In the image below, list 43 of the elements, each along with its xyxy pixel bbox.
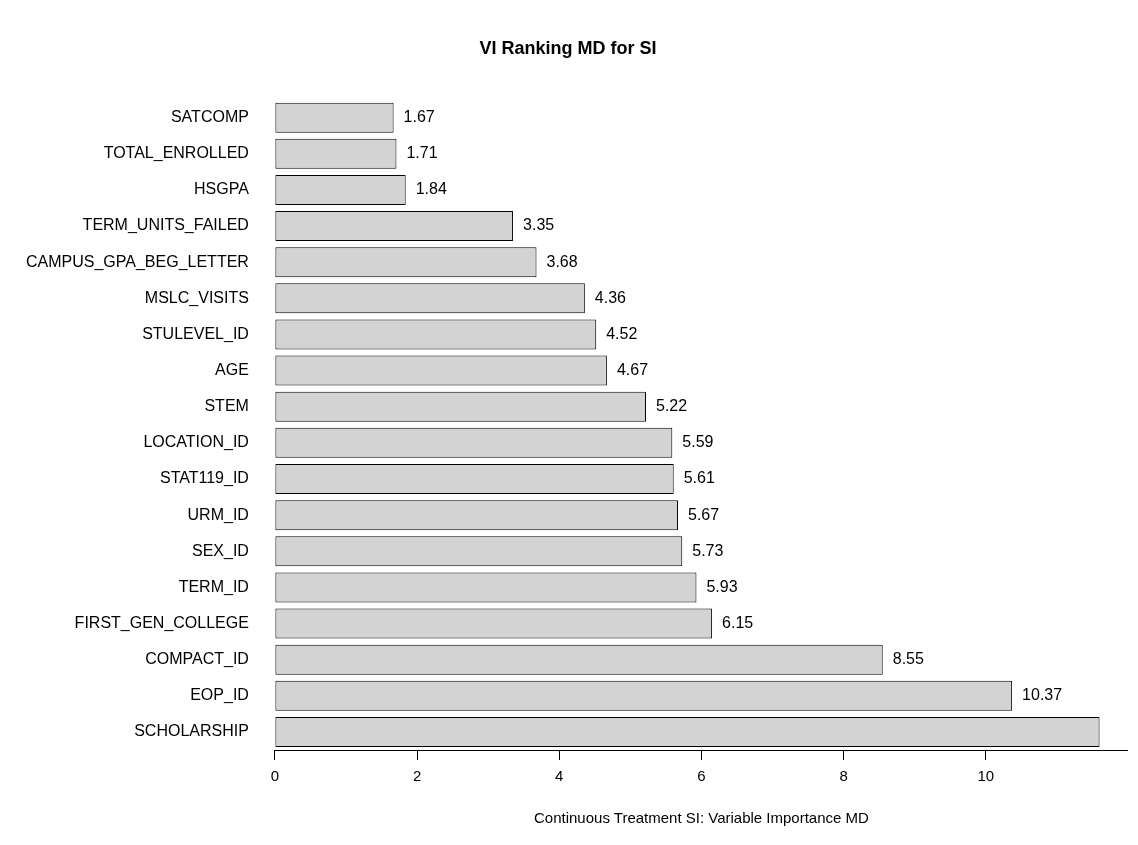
data-label: 5.22 — [655, 397, 688, 415]
data-label: 3.68 — [546, 252, 578, 270]
data-label: 5.73 — [692, 541, 724, 559]
y-tick-label: SEX_ID — [191, 541, 249, 560]
y-tick-label: MSLC_VISITS — [144, 288, 249, 307]
x-tick-label: 6 — [697, 767, 706, 785]
data-label: 4.36 — [594, 288, 627, 306]
y-tick-label: HSGPA — [194, 180, 250, 198]
y-tick-label: SATCOMP — [170, 108, 249, 126]
data-label: 5.93 — [706, 577, 738, 595]
y-tick-label: SCHOLARSHIP — [134, 722, 249, 740]
y-tick-label: FIRST_GEN_COLLEGE — [74, 613, 249, 632]
chart-title: VI Ranking MD for SI — [479, 37, 657, 58]
data-label: 8.55 — [892, 650, 924, 668]
data-label: 4.52 — [606, 324, 638, 342]
y-tick-label: EOP_ID — [190, 686, 249, 705]
data-label: 10.37 — [1022, 686, 1063, 704]
data-label: 5.59 — [682, 433, 714, 451]
y-tick-label: TERM_UNITS_FAILED — [82, 216, 249, 235]
x-tick-label: 4 — [555, 767, 564, 785]
data-label: 1.71 — [406, 144, 438, 162]
x-axis-title: Continuous Treatment SI: Variable Importance MD — [534, 809, 870, 827]
x-tick-label: 2 — [412, 767, 422, 785]
y-tick-label: LOCATION_ID — [143, 433, 249, 452]
y-tick-label: TOTAL_ENROLLED — [103, 144, 249, 163]
data-label: 1.67 — [403, 108, 435, 126]
x-tick-label: 10 — [977, 767, 995, 785]
y-tick-label: COMPACT_ID — [145, 650, 249, 669]
data-label: 4.67 — [616, 361, 649, 379]
y-tick-label: STULEVEL_ID — [142, 324, 249, 343]
y-tick-label: AGE — [215, 361, 249, 379]
data-label: 5.67 — [687, 505, 720, 523]
x-tick-label: 0 — [270, 767, 280, 785]
data-label: 3.35 — [523, 216, 555, 234]
data-label: 6.15 — [722, 613, 754, 631]
data-label: 1.84 — [415, 180, 447, 198]
y-tick-label: STEM — [204, 397, 249, 415]
y-tick-label: URM_ID — [187, 505, 249, 524]
data-label: 5.61 — [683, 469, 715, 487]
y-tick-label: TERM_ID — [178, 577, 249, 596]
y-tick-label: STAT119_ID — [159, 469, 249, 488]
x-tick-label: 8 — [839, 767, 848, 785]
y-tick-label: CAMPUS_GPA_BEG_LETTER — [25, 252, 249, 271]
